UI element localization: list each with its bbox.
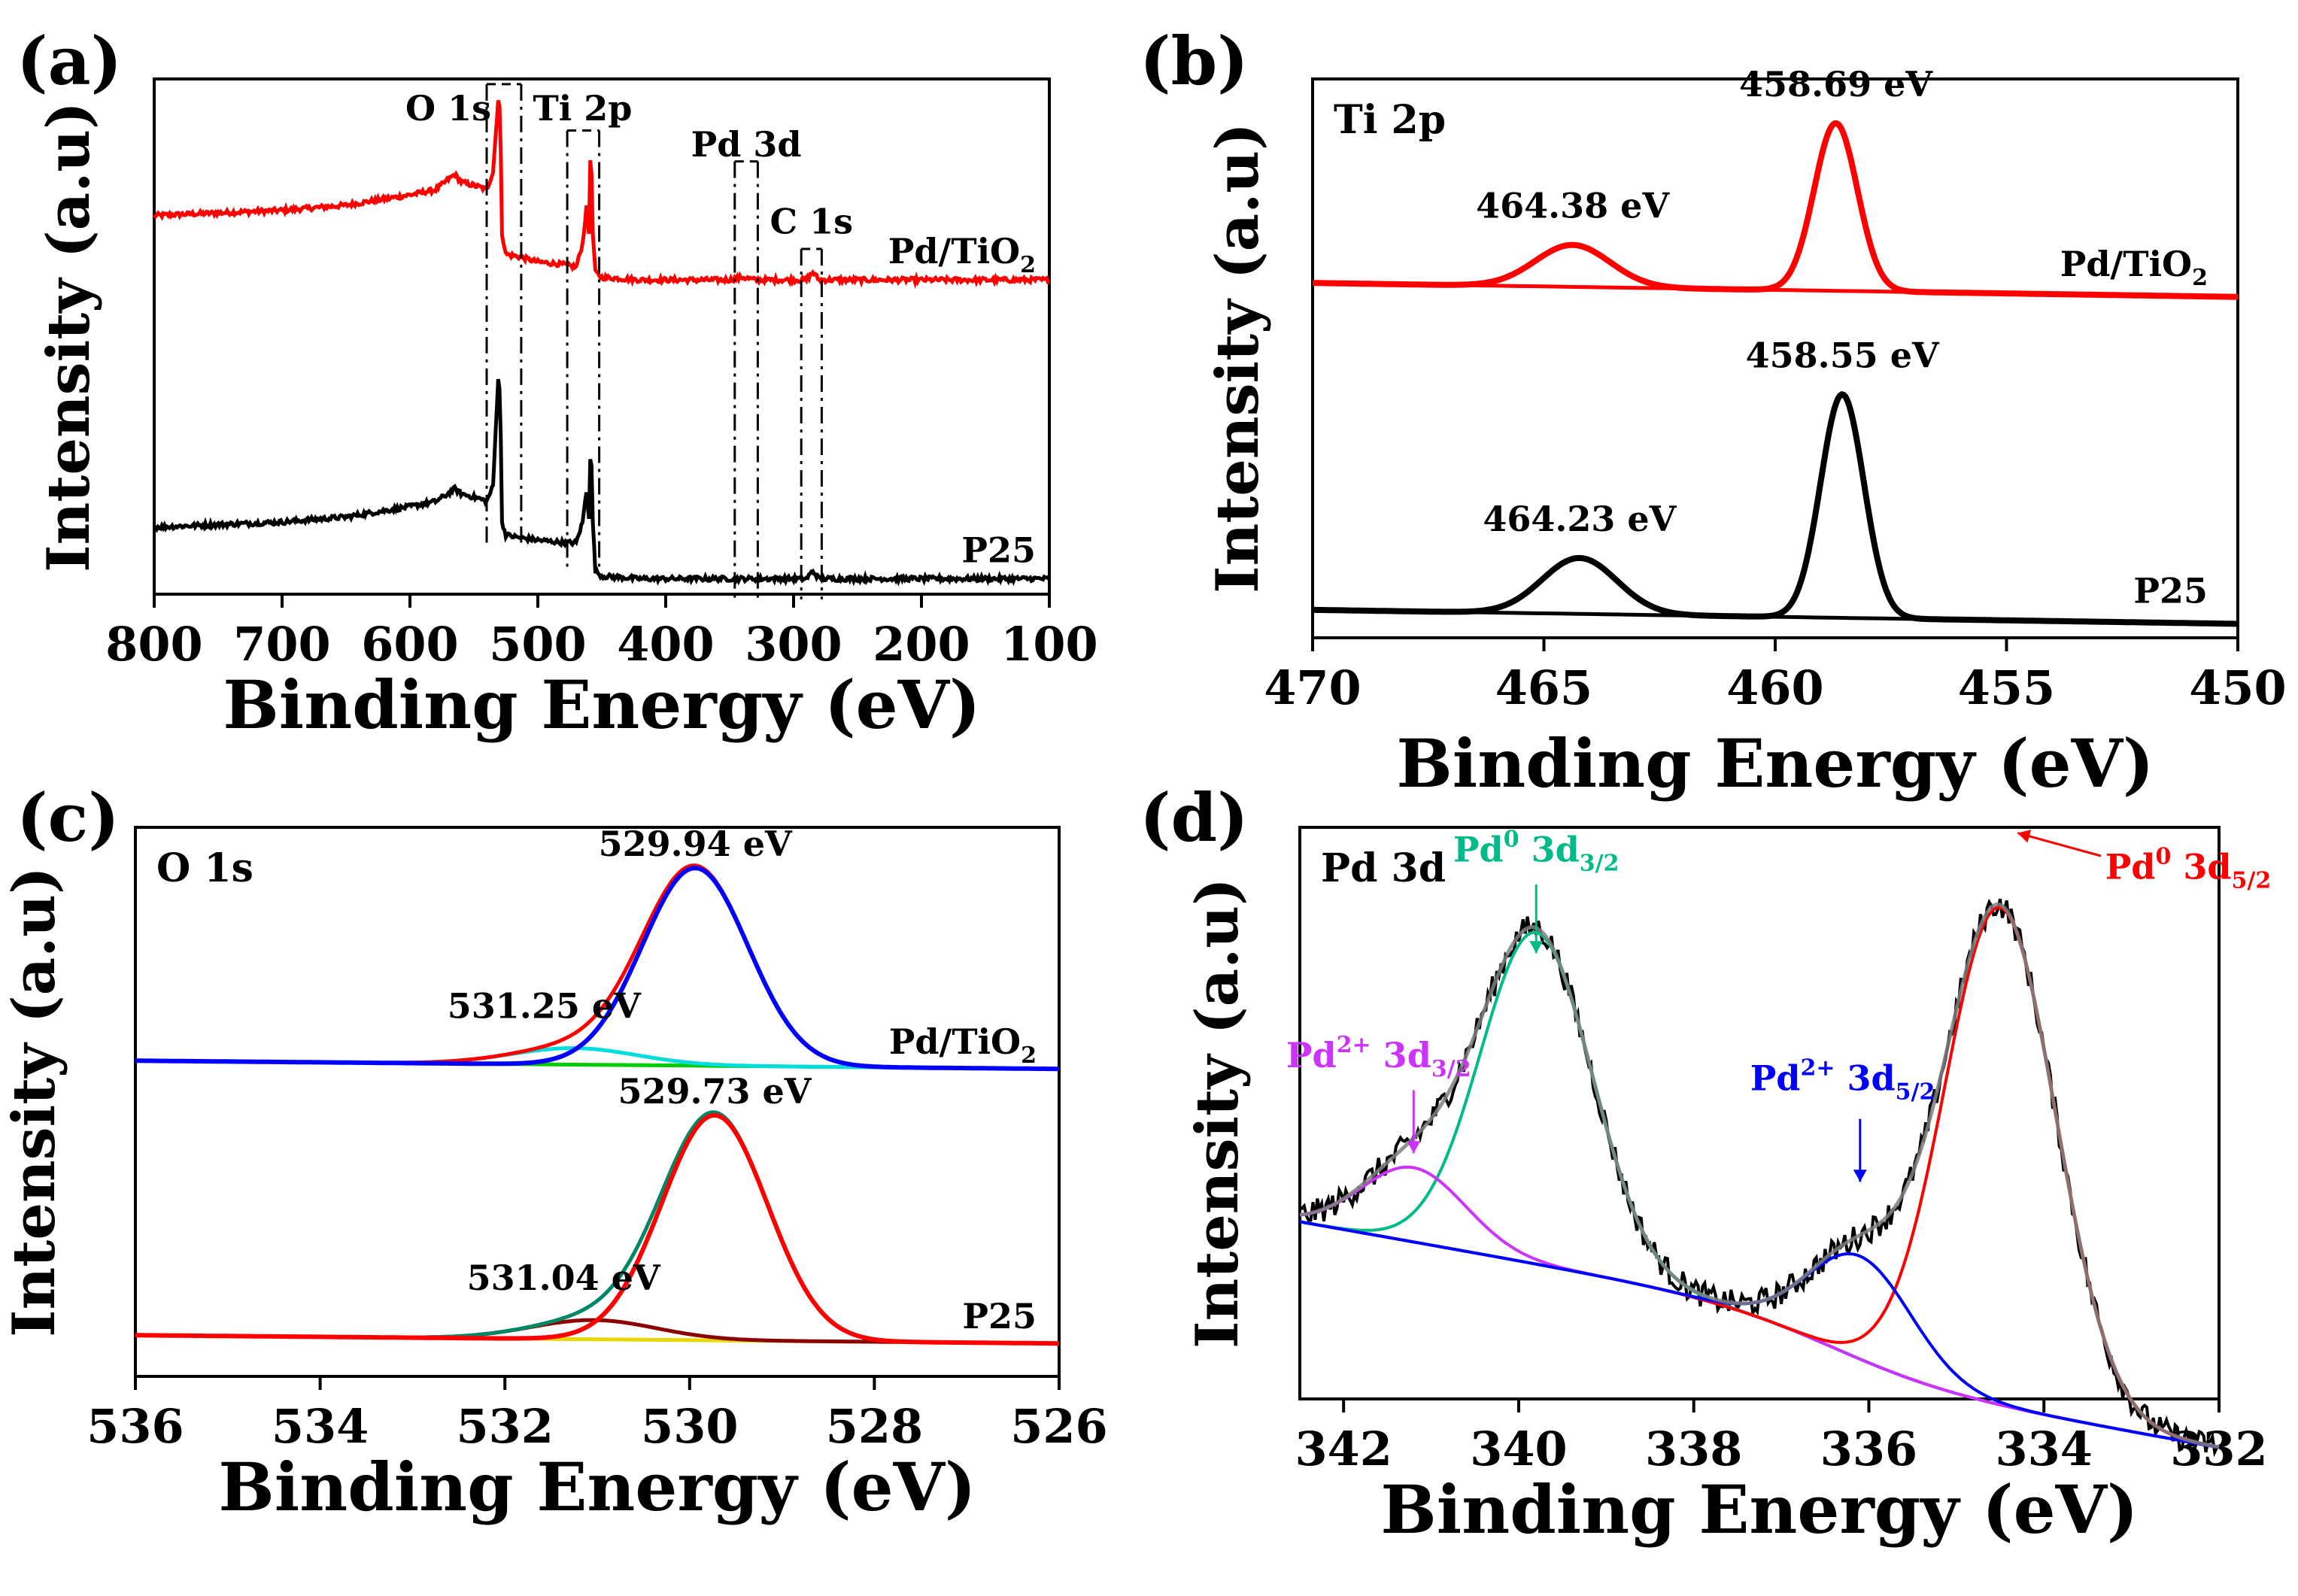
- series-label-pdtio2: Pd/TiO2: [888, 231, 1036, 278]
- series-label-p25: P25: [962, 1296, 1037, 1337]
- peak-label: 529.73 eV: [618, 1071, 812, 1112]
- x-tick-label: 800: [105, 617, 202, 672]
- series-label-p25: P25: [2133, 570, 2208, 611]
- plot-frame: [1298, 826, 2221, 1400]
- x-tick-label: 455: [1958, 660, 2055, 715]
- series-label-pdtio2: Pd/TiO2: [2060, 244, 2208, 291]
- region-label-Ti 2p: Ti 2p: [533, 88, 633, 129]
- x-tick-label: 534: [272, 1399, 369, 1454]
- x-tick-label: 400: [617, 617, 714, 672]
- panel-title: Pd 3d: [1321, 845, 1446, 891]
- x-tick-label: 336: [1820, 1422, 1917, 1476]
- x-tick-label: 342: [1295, 1422, 1392, 1476]
- x-tick-label: 100: [1000, 617, 1097, 672]
- y-axis-title: Intensity (a.u): [0, 866, 68, 1337]
- peak-label: 529.94 eV: [599, 824, 793, 864]
- x-tick-label: 460: [1726, 660, 1823, 715]
- series-label-p25: P25: [961, 529, 1036, 570]
- peak-label: Pd0 3d5/2: [2105, 843, 2272, 894]
- x-axis-title: Binding Energy (eV): [218, 1448, 976, 1526]
- y-axis-title: Intensity (a.u): [1204, 123, 1272, 593]
- panel-label-b: (b): [1140, 22, 1249, 100]
- plot-frame: [153, 77, 1051, 596]
- peak-arrow: [2017, 832, 2102, 857]
- panel-label-c: (c): [17, 778, 120, 857]
- x-tick-label: 530: [641, 1399, 738, 1454]
- arrow-head: [1529, 941, 1544, 954]
- x-tick-label: 700: [233, 617, 330, 672]
- y-axis-title: Intensity (a.u): [1183, 878, 1252, 1349]
- x-tick-label: 470: [1264, 660, 1361, 715]
- component-Pd0 3d3/2: [1299, 930, 1878, 1368]
- x-tick-label: 526: [1010, 1399, 1107, 1454]
- x-tick-label: 338: [1645, 1422, 1742, 1476]
- region-label-C 1s: C 1s: [770, 202, 854, 242]
- plot-frame: [134, 826, 1061, 1378]
- x-tick-label: 500: [489, 617, 586, 672]
- main-component-P25: [135, 1112, 1059, 1346]
- main-component-Pd/TiO2: [135, 866, 1059, 1072]
- panel-title: Ti 2p: [1334, 97, 1446, 143]
- component-Pd0 3d5/2: [1658, 906, 2220, 1449]
- x-tick-label: 600: [361, 617, 458, 672]
- series-label-pdtio2: Pd/TiO2: [889, 1021, 1037, 1069]
- x-tick-label: 528: [826, 1399, 923, 1454]
- x-axis-title: Binding Energy (eV): [1380, 1470, 2138, 1549]
- series-line-Pd/TiO2: [153, 99, 1050, 290]
- panel-a-chart: 800 700 600 500 400 300 200 100 Binding Energy (…: [35, 77, 1098, 744]
- peak-label: 458.55 eV: [1746, 335, 1940, 375]
- arrow-head: [1853, 1170, 1867, 1182]
- x-tick-label: 200: [873, 617, 970, 672]
- x-tick-label: 300: [745, 617, 842, 672]
- envelope-line: [1299, 902, 2220, 1449]
- peak-label: 531.04 eV: [467, 1258, 661, 1298]
- peak-label: 531.25 eV: [448, 986, 642, 1027]
- peak-label: 458.69 eV: [1739, 64, 1933, 105]
- series-line-P25: [153, 378, 1052, 587]
- x-tick-label: 532: [456, 1399, 553, 1454]
- peak-label: Pd2+ 3d5/2: [1750, 1055, 1935, 1106]
- panel-label-a: (a): [17, 22, 122, 100]
- series-line-Pd/TiO2: [1313, 120, 2239, 300]
- panel-b-chart: 470 465 460 455 450 Binding Energy (eV) Intens…: [1204, 64, 2287, 803]
- peak-label: Pd2+ 3d3/2: [1286, 1032, 1471, 1082]
- series-line-P25: [1312, 391, 2238, 627]
- arrow-head: [1407, 1141, 1421, 1154]
- y-axis-title: Intensity (a.u): [35, 102, 103, 572]
- envelope-line-P25: [135, 1110, 1059, 1346]
- x-tick-label: 465: [1495, 660, 1592, 715]
- panel-c-chart: 536 534 532 530 528 526 Binding Energy (eV) Int…: [0, 824, 1108, 1526]
- x-tick-label: 536: [87, 1399, 184, 1454]
- x-tick-label: 340: [1470, 1422, 1567, 1476]
- panel-title: O 1s: [156, 845, 253, 891]
- peak-label: 464.38 eV: [1476, 186, 1670, 226]
- x-axis-title: Binding Energy (eV): [1396, 724, 2154, 803]
- x-tick-label: 450: [2189, 660, 2286, 715]
- region-label-Pd 3d: Pd 3d: [691, 124, 802, 165]
- peak-label: 464.23 eV: [1483, 499, 1677, 539]
- panel-label-d: (d): [1140, 778, 1249, 857]
- x-axis-title: Binding Energy (eV): [223, 666, 980, 744]
- x-tick-label: 334: [1996, 1422, 2093, 1476]
- arrow-head: [2017, 830, 2032, 843]
- component-Pd2+ 3d3/2: [1299, 1165, 2220, 1449]
- region-label-O 1s: O 1s: [405, 88, 491, 129]
- peak-label: Pd0 3d3/2: [1453, 827, 1620, 877]
